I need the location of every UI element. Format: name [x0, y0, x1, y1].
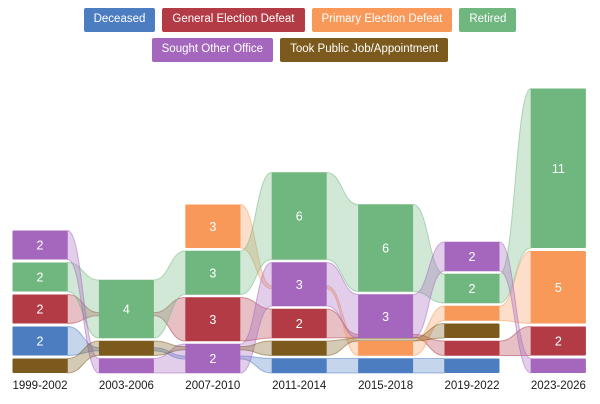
- node-value-label: 3: [209, 313, 216, 327]
- legend: Deceased General Election Defeat Primary…: [0, 8, 600, 62]
- legend-row-2: Sought Other Office Took Public Job/Appo…: [151, 37, 449, 62]
- node-value-label: 3: [296, 278, 303, 292]
- node-primary-election-defeat[interactable]: [530, 251, 586, 324]
- x-axis-label: 2015-2018: [358, 380, 413, 392]
- node-value-label: 6: [382, 242, 389, 256]
- node-value-label: 2: [37, 303, 44, 317]
- node-general-election-defeat[interactable]: [12, 294, 68, 324]
- node-retired[interactable]: [530, 88, 586, 249]
- legend-item-deceased[interactable]: Deceased: [83, 8, 156, 32]
- node-value-label: 4: [123, 303, 130, 317]
- ribbon-deceased: [67, 325, 445, 374]
- node-value-label: 2: [209, 352, 216, 366]
- x-axis-label: 2019-2022: [445, 380, 500, 392]
- node-general-election-defeat[interactable]: [185, 297, 241, 342]
- node-general-election-defeat[interactable]: [271, 309, 327, 338]
- node-sought-other-office[interactable]: [358, 294, 414, 339]
- node-value-label: 11: [552, 162, 565, 176]
- node-sought-other-office[interactable]: [185, 344, 241, 373]
- node-sought-other-office[interactable]: [12, 230, 68, 260]
- node-sought-other-office[interactable]: [530, 358, 586, 374]
- node-sought-other-office[interactable]: [271, 262, 327, 307]
- node-retired[interactable]: [444, 274, 500, 303]
- legend-row-1: Deceased General Election Defeat Primary…: [83, 8, 517, 32]
- ribbon-took-public-job-appointment: [67, 322, 445, 374]
- node-deceased[interactable]: [12, 326, 68, 356]
- node-retired[interactable]: [98, 280, 154, 338]
- legend-item-took-public-job[interactable]: Took Public Job/Appointment: [280, 37, 449, 62]
- node-general-election-defeat[interactable]: [530, 326, 586, 356]
- node-value-label: 3: [209, 266, 216, 280]
- legend-item-general-election-defeat[interactable]: General Election Defeat: [162, 8, 305, 32]
- legend-item-primary-election-defeat[interactable]: Primary Election Defeat: [311, 8, 453, 32]
- node-took-public-job-appointment[interactable]: [12, 358, 68, 374]
- node-value-label: 2: [555, 335, 562, 349]
- x-axis-label: 2007-2010: [185, 380, 240, 392]
- node-primary-election-defeat[interactable]: [358, 341, 414, 356]
- node-value-label: 2: [469, 282, 476, 296]
- x-axis-label: 2003-2006: [99, 380, 154, 392]
- node-value-label: 3: [382, 310, 389, 324]
- node-took-public-job-appointment[interactable]: [98, 341, 154, 356]
- node-retired[interactable]: [12, 262, 68, 292]
- node-took-public-job-appointment[interactable]: [444, 323, 500, 339]
- node-value-label: 5: [555, 281, 562, 295]
- node-value-label: 2: [296, 317, 303, 331]
- node-deceased[interactable]: [444, 358, 500, 374]
- x-axis-label: 1999-2002: [13, 380, 68, 392]
- node-deceased[interactable]: [358, 358, 414, 374]
- node-deceased[interactable]: [271, 358, 327, 374]
- node-primary-election-defeat[interactable]: [444, 306, 500, 321]
- node-general-election-defeat[interactable]: [444, 341, 500, 356]
- node-value-label: 2: [469, 250, 476, 264]
- x-axis-label: 2023-2026: [531, 380, 586, 392]
- node-value-label: 2: [37, 335, 44, 349]
- node-retired[interactable]: [358, 204, 414, 292]
- legend-item-sought-other-office[interactable]: Sought Other Office: [151, 37, 274, 62]
- node-took-public-job-appointment[interactable]: [271, 341, 327, 356]
- node-sought-other-office[interactable]: [98, 358, 154, 374]
- node-primary-election-defeat[interactable]: [185, 204, 241, 249]
- node-value-label: 3: [209, 220, 216, 234]
- node-value-label: 2: [37, 271, 44, 285]
- node-sought-other-office[interactable]: [444, 242, 500, 271]
- node-value-label: 6: [296, 210, 303, 224]
- x-axis-label: 2011-2014: [272, 380, 327, 392]
- legend-item-retired[interactable]: Retired: [459, 8, 517, 32]
- node-retired[interactable]: [185, 251, 241, 295]
- node-value-label: 2: [37, 239, 44, 253]
- node-retired[interactable]: [271, 172, 327, 260]
